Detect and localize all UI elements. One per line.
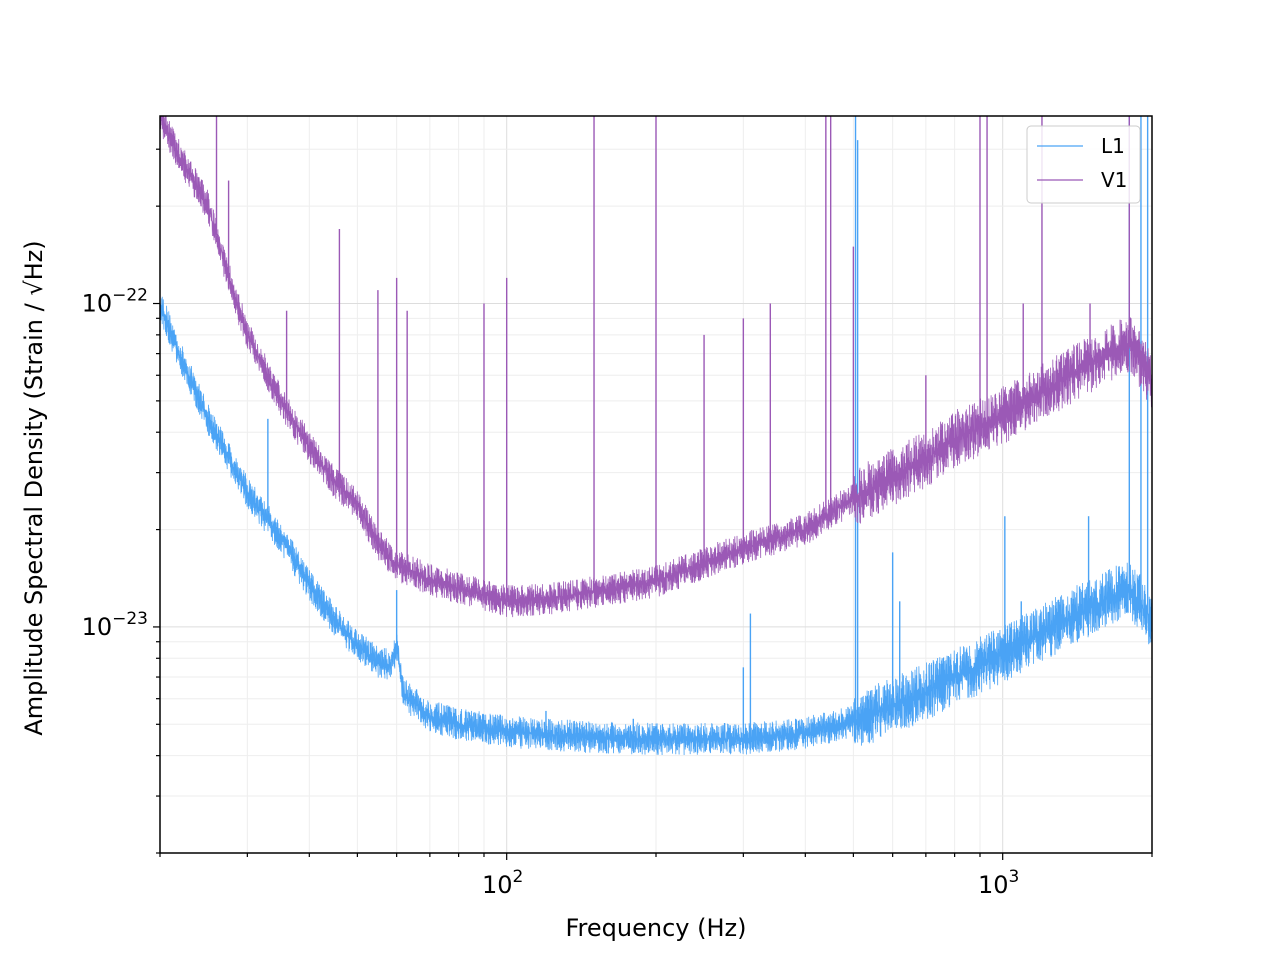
legend-label-v1: V1 bbox=[1101, 168, 1127, 192]
legend-box bbox=[1026, 125, 1141, 204]
x-tick-label: 103 bbox=[978, 867, 1019, 899]
x-tick-label: 102 bbox=[482, 867, 523, 899]
series-l1 bbox=[160, 289, 1152, 756]
axis-ticks: 102 103 10−22 10−23 bbox=[82, 148, 1153, 899]
x-axis-label: Frequency (Hz) bbox=[566, 914, 747, 942]
y-axis-label: Amplitude Spectral Density (Strain / √Hz… bbox=[20, 240, 48, 735]
series-layer bbox=[160, 116, 1152, 756]
y-tick-label: 10−23 bbox=[82, 609, 148, 641]
y-tick-label: 10−22 bbox=[82, 286, 148, 318]
legend-label-l1: L1 bbox=[1101, 134, 1125, 158]
